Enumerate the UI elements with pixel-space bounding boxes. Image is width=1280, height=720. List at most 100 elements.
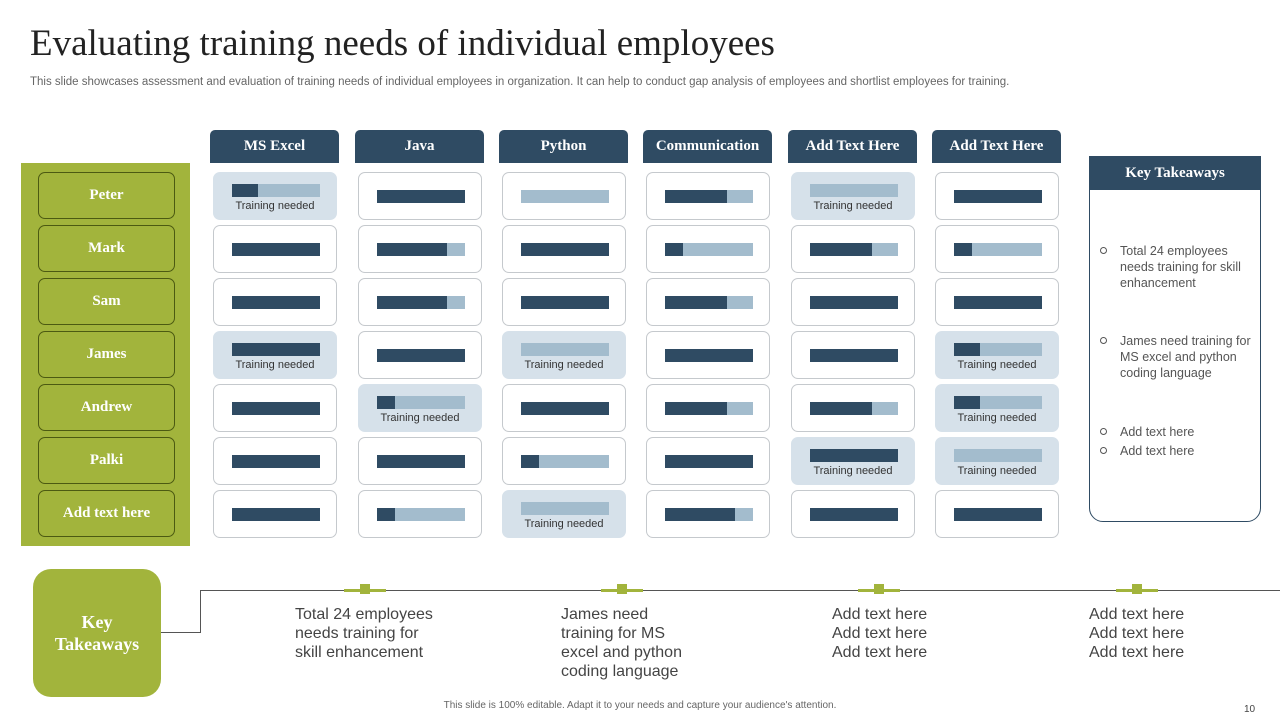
skill-cell bbox=[791, 384, 915, 432]
skill-cell bbox=[213, 490, 337, 538]
skill-level-fill bbox=[232, 296, 320, 309]
skill-level-fill bbox=[665, 296, 727, 309]
page-number: 10 bbox=[1244, 704, 1256, 715]
skill-level-fill bbox=[954, 396, 981, 409]
skill-cell bbox=[358, 490, 482, 538]
skill-level-bar bbox=[665, 508, 753, 521]
skill-cell bbox=[213, 225, 337, 273]
takeaway-text: Add text here bbox=[1120, 444, 1195, 458]
skill-cell bbox=[358, 225, 482, 273]
skill-cell bbox=[213, 278, 337, 326]
timeline-text: Add text here Add text here Add text here bbox=[1089, 606, 1185, 661]
skill-cell bbox=[358, 331, 482, 379]
skill-cell: Training needed bbox=[935, 331, 1059, 379]
circle-bullet-icon bbox=[1100, 447, 1107, 454]
training-needed-label: Training needed bbox=[235, 200, 315, 212]
timeline-line bbox=[200, 590, 1280, 591]
timeline-marker-icon bbox=[360, 584, 370, 594]
takeaway-item: Add text here bbox=[1100, 443, 1255, 459]
skill-level-bar bbox=[521, 343, 609, 356]
skill-cell: Training needed bbox=[213, 172, 337, 220]
skill-level-fill bbox=[232, 343, 320, 356]
training-needed-label: Training needed bbox=[813, 200, 893, 212]
skill-level-bar bbox=[521, 502, 609, 515]
skill-cell bbox=[646, 384, 770, 432]
key-takeaways-header: Key Takeaways bbox=[1089, 156, 1261, 190]
training-needed-label: Training needed bbox=[957, 412, 1037, 424]
skill-level-bar bbox=[810, 184, 898, 197]
skill-level-fill bbox=[232, 184, 259, 197]
skill-level-fill bbox=[232, 243, 320, 256]
skill-cell: Training needed bbox=[502, 331, 626, 379]
skill-cell: Training needed bbox=[502, 490, 626, 538]
training-needed-label: Training needed bbox=[957, 359, 1037, 371]
takeaway-text: James need training for MS excel and pyt… bbox=[1120, 334, 1251, 380]
skill-cell bbox=[213, 437, 337, 485]
skill-level-fill bbox=[810, 243, 872, 256]
skill-cell bbox=[358, 437, 482, 485]
skill-column-header: Add Text Here bbox=[788, 130, 917, 163]
training-needed-label: Training needed bbox=[235, 359, 315, 371]
skill-level-bar bbox=[810, 296, 898, 309]
skill-level-bar bbox=[521, 296, 609, 309]
skill-level-fill bbox=[377, 508, 395, 521]
skill-level-bar bbox=[954, 243, 1042, 256]
skill-level-bar bbox=[521, 190, 609, 203]
skill-level-bar bbox=[665, 243, 753, 256]
timeline-marker-icon bbox=[874, 584, 884, 594]
skill-level-fill bbox=[810, 296, 898, 309]
circle-bullet-icon bbox=[1100, 247, 1107, 254]
takeaway-text: Total 24 employees needs training for sk… bbox=[1120, 244, 1241, 290]
skill-level-bar bbox=[232, 243, 320, 256]
skill-level-bar bbox=[232, 296, 320, 309]
skill-cell bbox=[502, 384, 626, 432]
skill-column-header: Communication bbox=[643, 130, 772, 163]
skill-level-fill bbox=[665, 349, 753, 362]
skill-cell bbox=[791, 490, 915, 538]
employee-name: Andrew bbox=[38, 384, 175, 431]
skill-level-bar bbox=[377, 455, 465, 468]
training-needed-label: Training needed bbox=[380, 412, 460, 424]
skill-column-header: Python bbox=[499, 130, 628, 163]
skill-cell bbox=[791, 278, 915, 326]
skill-cell: Training needed bbox=[935, 437, 1059, 485]
skill-cell bbox=[646, 172, 770, 220]
employee-name: Mark bbox=[38, 225, 175, 272]
skill-level-bar bbox=[521, 455, 609, 468]
connector-line bbox=[161, 632, 201, 633]
skill-level-fill bbox=[232, 455, 320, 468]
skill-level-bar bbox=[232, 508, 320, 521]
skill-level-bar bbox=[377, 396, 465, 409]
skill-cell bbox=[791, 225, 915, 273]
skill-level-bar bbox=[954, 508, 1042, 521]
skill-level-bar bbox=[954, 396, 1042, 409]
skill-level-bar bbox=[810, 243, 898, 256]
training-needed-label: Training needed bbox=[524, 518, 604, 530]
skill-cell bbox=[646, 225, 770, 273]
skill-level-fill bbox=[810, 349, 898, 362]
skill-cell bbox=[358, 172, 482, 220]
skill-cell bbox=[502, 225, 626, 273]
skill-level-fill bbox=[232, 508, 320, 521]
skill-level-bar bbox=[377, 349, 465, 362]
skill-cell bbox=[646, 437, 770, 485]
skill-column-header: MS Excel bbox=[210, 130, 339, 163]
skill-cell bbox=[935, 490, 1059, 538]
skill-level-fill bbox=[377, 243, 448, 256]
skill-cell bbox=[646, 278, 770, 326]
skill-cell bbox=[358, 278, 482, 326]
skill-level-fill bbox=[665, 190, 727, 203]
skill-level-bar bbox=[377, 190, 465, 203]
skill-level-bar bbox=[810, 508, 898, 521]
skill-level-fill bbox=[954, 508, 1042, 521]
skill-level-fill bbox=[521, 296, 609, 309]
skill-cell bbox=[646, 490, 770, 538]
training-needed-label: Training needed bbox=[813, 465, 893, 477]
skill-cell bbox=[935, 172, 1059, 220]
employee-name: James bbox=[38, 331, 175, 378]
skill-cell: Training needed bbox=[791, 172, 915, 220]
page-subtitle: This slide showcases assessment and eval… bbox=[30, 76, 1010, 88]
skill-cell bbox=[213, 384, 337, 432]
page-title: Evaluating training needs of individual … bbox=[30, 23, 775, 64]
skill-cell bbox=[791, 331, 915, 379]
